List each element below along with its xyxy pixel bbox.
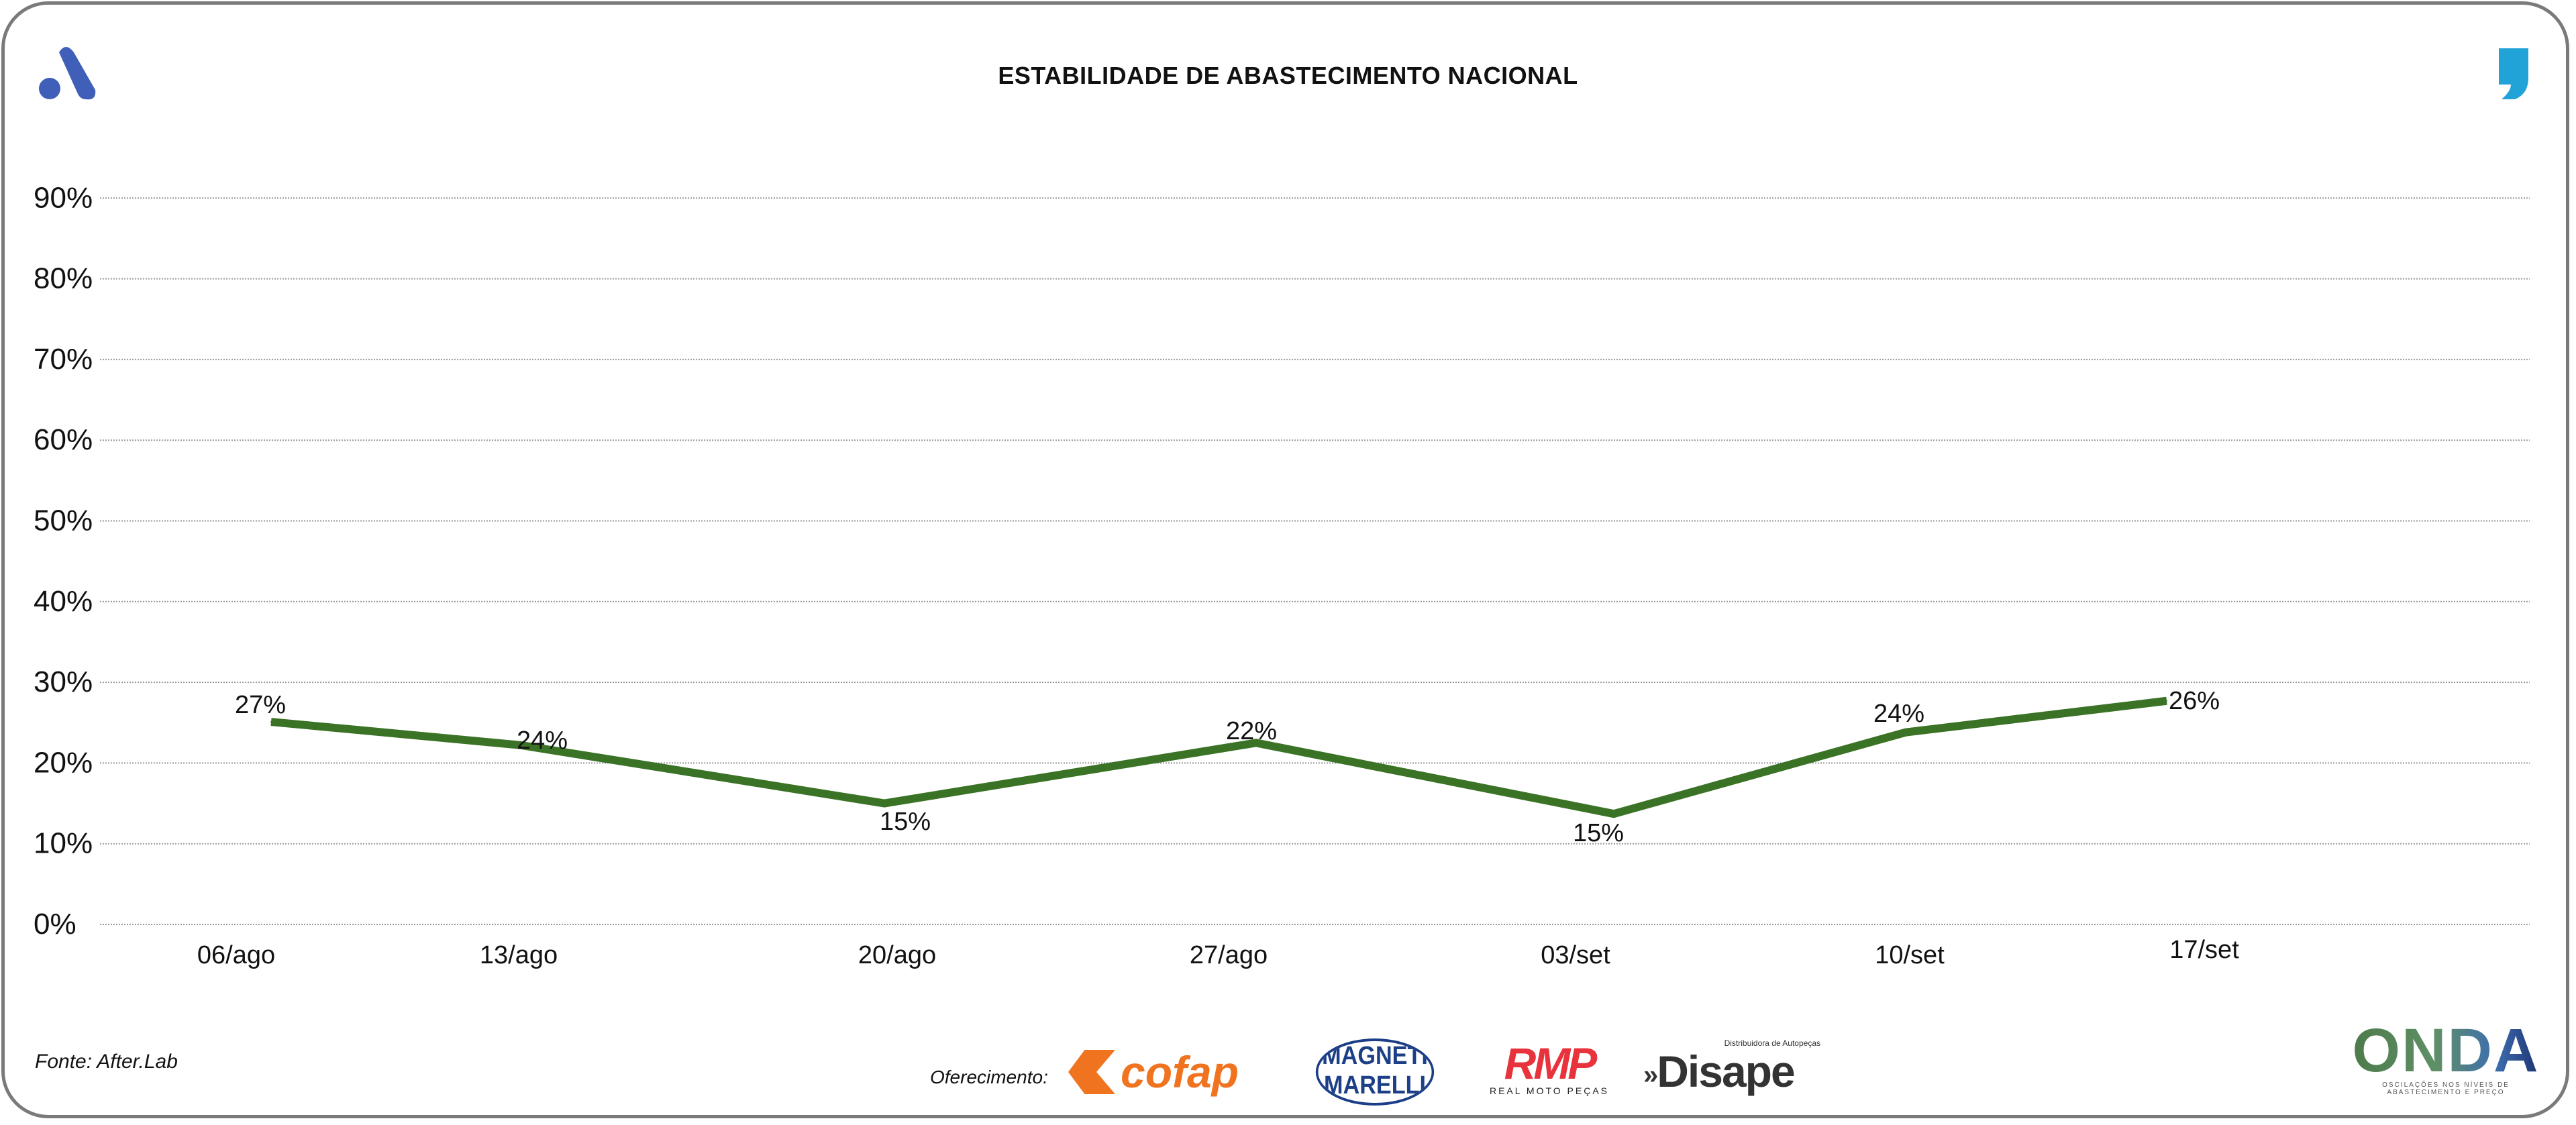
data-point xyxy=(1905,731,1906,733)
y-tick-label: 50% xyxy=(34,504,93,537)
x-tick-label: 27/ago xyxy=(1190,941,1268,969)
x-tick-label: 17/set xyxy=(2169,936,2239,964)
x-tick-label: 10/set xyxy=(1875,941,1945,969)
chevron-icon: » xyxy=(1643,1060,1658,1090)
data-point xyxy=(270,721,272,723)
chart-title: ESTABILIDADE DE ABASTECIMENTO NACIONAL xyxy=(998,62,1578,89)
onda-logo: ONDA OSCILAÇÕES NOS NÍVEIS DE ABASTECIME… xyxy=(2349,1020,2543,1096)
magneti-marelli-logo: MAGNETI MARELLI xyxy=(1315,1038,1435,1106)
x-tick-label: 20/ago xyxy=(858,941,936,969)
data-label: 22% xyxy=(1226,717,1277,745)
cofap-mark-icon xyxy=(1068,1050,1115,1094)
onda-text: ONDA xyxy=(2349,1020,2543,1081)
y-tick-label: 10% xyxy=(34,827,93,860)
data-label: 26% xyxy=(2169,687,2220,715)
disape-text: Disape xyxy=(1657,1047,1795,1096)
cofap-text: cofap xyxy=(1121,1047,1239,1097)
y-tick-label: 40% xyxy=(34,585,93,618)
y-tick-label: 30% xyxy=(34,665,93,698)
data-point xyxy=(884,802,885,804)
rmp-subtitle: REAL MOTO PEÇAS xyxy=(1489,1085,1610,1096)
x-tick-label: 03/set xyxy=(1541,941,1610,969)
onda-tagline: OSCILAÇÕES NOS NÍVEIS DE ABASTECIMENTO E… xyxy=(2382,1081,2510,1096)
y-tick-label: 70% xyxy=(34,343,93,376)
quote-logo-right xyxy=(2499,48,2528,99)
disape-subtitle: Distribuidora de Autopeças xyxy=(1724,1038,1820,1048)
data-point xyxy=(2166,700,2167,702)
data-label: 15% xyxy=(1573,819,1624,847)
data-label: 24% xyxy=(517,727,568,755)
rmp-logo: RMP REAL MOTO PEÇAS xyxy=(1482,1041,1616,1096)
sponsor-label: Oferecimento: xyxy=(930,1067,1048,1087)
y-tick-label: 90% xyxy=(34,181,93,214)
data-point xyxy=(1613,813,1614,815)
data-point xyxy=(521,744,522,746)
y-tick-label: 20% xyxy=(34,746,93,779)
mm-line2: MARELLI xyxy=(1324,1071,1426,1100)
data-point xyxy=(1255,742,1257,744)
cofap-logo: cofap xyxy=(1068,1047,1239,1097)
rmp-text: RMP xyxy=(1504,1038,1598,1088)
source-note: Fonte: After.Lab xyxy=(35,1051,178,1073)
data-label: 15% xyxy=(880,808,931,836)
y-tick-label: 0% xyxy=(34,908,76,941)
x-tick-label: 13/ago xyxy=(480,941,558,969)
data-label: 24% xyxy=(1873,700,1924,728)
brand-logo-left xyxy=(39,47,96,100)
y-tick-label: 60% xyxy=(34,423,93,456)
disape-logo: Distribuidora de Autopeças »Disape xyxy=(1643,1038,1820,1099)
x-tick-label: 06/ago xyxy=(197,941,275,969)
y-tick-label: 80% xyxy=(34,262,93,295)
data-label: 27% xyxy=(235,691,286,719)
